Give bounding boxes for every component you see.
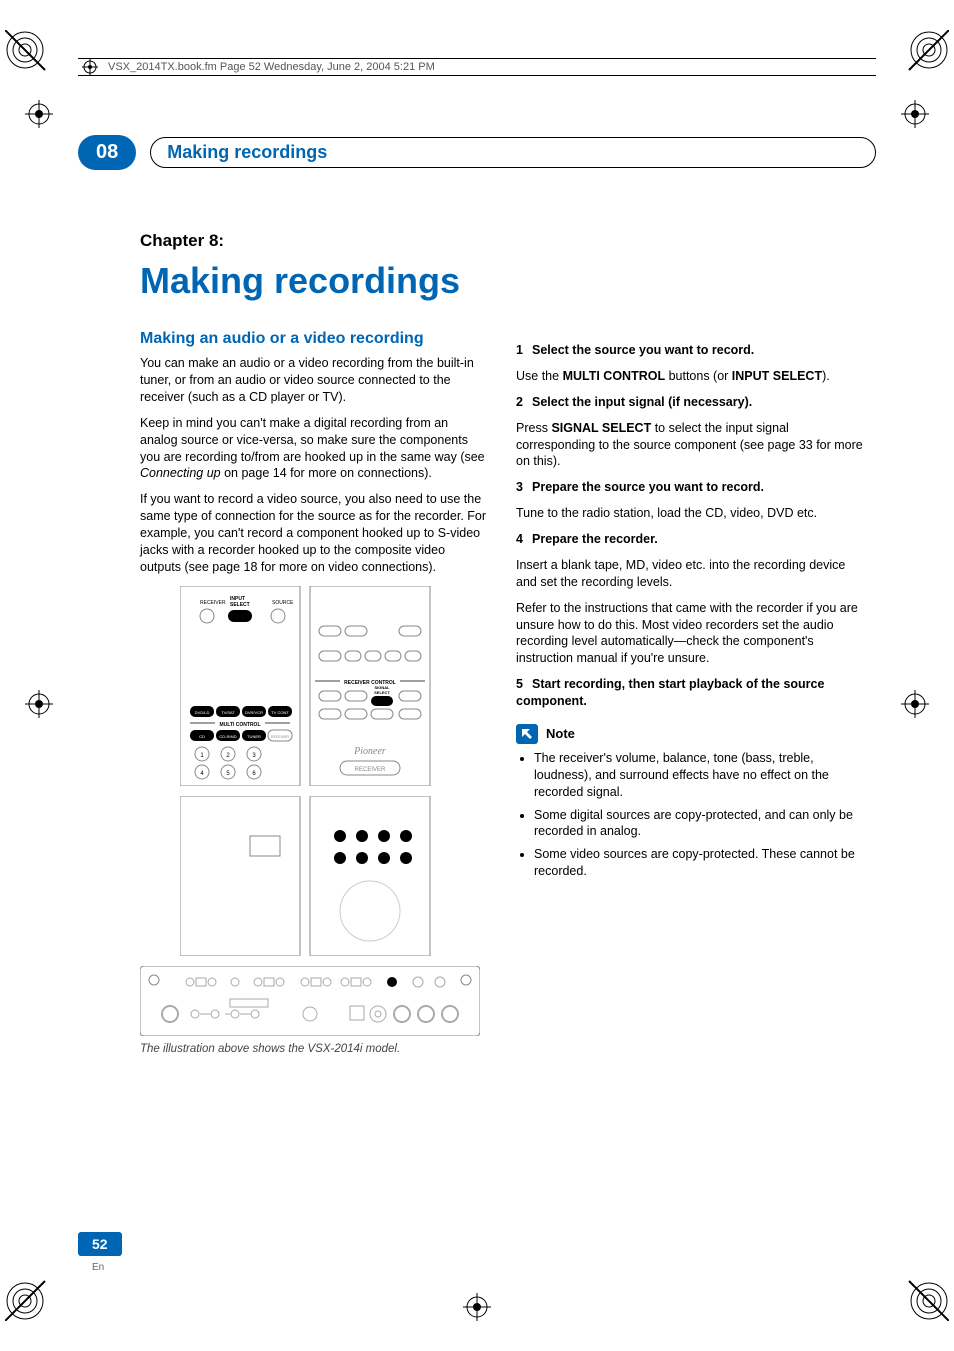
registration-mark-right <box>901 690 929 718</box>
svg-text:TV CONT: TV CONT <box>271 710 289 715</box>
svg-text:DVD/LD: DVD/LD <box>195 710 210 715</box>
page-lang: En <box>92 1262 104 1273</box>
chapter-label: Chapter 8: <box>140 230 488 253</box>
svg-text:Pioneer: Pioneer <box>353 746 386 757</box>
svg-text:CD-R/MD: CD-R/MD <box>219 734 236 739</box>
receiver-panel-illustration <box>140 966 488 1036</box>
svg-text:SELECT: SELECT <box>374 690 390 695</box>
reg-icon-small <box>82 59 98 75</box>
para2: Keep in mind you can't make a digital re… <box>140 415 488 483</box>
step3-body: Tune to the radio station, load the CD, … <box>516 505 864 522</box>
remote-illustration-2 <box>180 796 488 956</box>
note-header: Note <box>516 724 864 744</box>
svg-text:MULTI CONTROL: MULTI CONTROL <box>219 722 260 728</box>
print-corner-bl <box>5 1261 65 1321</box>
registration-mark-tr <box>901 100 929 128</box>
svg-text:DVR/VCR: DVR/VCR <box>245 710 263 715</box>
para3: If you want to record a video source, yo… <box>140 491 488 575</box>
page: VSX_2014TX.book.fm Page 52 Wednesday, Ju… <box>0 0 954 1351</box>
chapter-header: 08 Making recordings <box>78 135 876 170</box>
print-corner-br <box>889 1261 949 1321</box>
chapter-title: Making recordings <box>140 257 488 306</box>
bullet2: Some digital sources are copy-protected,… <box>534 807 864 841</box>
step1-body: Use the MULTI CONTROL buttons (or INPUT … <box>516 368 864 385</box>
step4: 4Prepare the recorder. <box>516 531 864 548</box>
para1: You can make an audio or a video recordi… <box>140 355 488 406</box>
right-column: 1Select the source you want to record. U… <box>516 230 864 1066</box>
book-header-line: VSX_2014TX.book.fm Page 52 Wednesday, Ju… <box>78 58 876 76</box>
svg-text:SOURCE: SOURCE <box>272 600 294 606</box>
step4-body1: Insert a blank tape, MD, video etc. into… <box>516 557 864 591</box>
chapter-badge: 08 <box>78 135 136 170</box>
note-label: Note <box>546 725 575 743</box>
bullet1: The receiver's volume, balance, tone (ba… <box>534 750 864 801</box>
remote-illustration: RECEIVER INPUT SELECT SOURCE DVD/LD TV/S… <box>180 586 488 786</box>
section-title: Making an audio or a video recording <box>140 328 488 350</box>
lbl-receiver: RECEIVER <box>200 600 226 606</box>
svg-text:TV/SAT: TV/SAT <box>221 710 235 715</box>
step1: 1Select the source you want to record. <box>516 342 864 359</box>
registration-mark-tl <box>25 100 53 128</box>
svg-text:SELECT: SELECT <box>230 602 250 608</box>
content: Chapter 8: Making recordings Making an a… <box>140 230 864 1066</box>
chapter-pill: Making recordings <box>150 137 876 168</box>
print-corner-tr <box>889 30 949 90</box>
print-corner-tl <box>5 30 65 90</box>
illustration-caption: The illustration above shows the VSX-201… <box>140 1042 488 1058</box>
bullet3: Some video sources are copy-protected. T… <box>534 846 864 880</box>
step2: 2Select the input signal (if necessary). <box>516 394 864 411</box>
note-icon <box>516 724 538 744</box>
svg-text:TUNER: TUNER <box>247 734 261 739</box>
step2-body: Press SIGNAL SELECT to select the input … <box>516 420 864 471</box>
book-header-text: VSX_2014TX.book.fm Page 52 Wednesday, Ju… <box>102 61 435 73</box>
step4-body2: Refer to the instructions that came with… <box>516 600 864 668</box>
registration-mark-bottom <box>463 1293 491 1321</box>
step5: 5Start recording, then start playback of… <box>516 676 864 710</box>
registration-mark-left <box>25 690 53 718</box>
page-number: 52 <box>78 1232 122 1256</box>
svg-text:RECEIVER: RECEIVER <box>271 735 289 739</box>
note-list: The receiver's volume, balance, tone (ba… <box>516 750 864 880</box>
svg-text:RECEIVER: RECEIVER <box>355 767 386 773</box>
step3: 3Prepare the source you want to record. <box>516 479 864 496</box>
svg-text:CD: CD <box>199 734 205 739</box>
left-column: Chapter 8: Making recordings Making an a… <box>140 230 488 1066</box>
